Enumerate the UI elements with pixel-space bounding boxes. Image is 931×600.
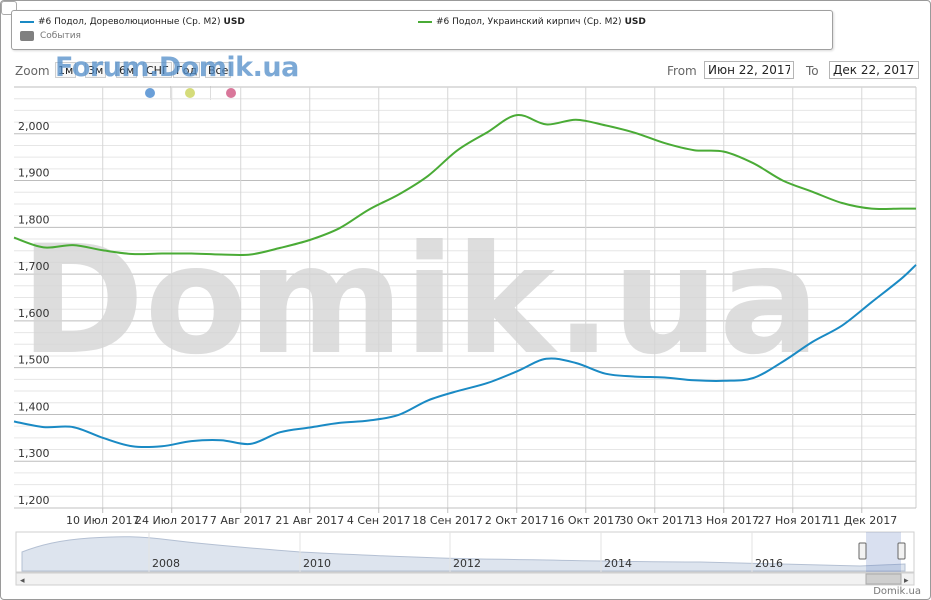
forum-watermark: Forum.Domik.ua — [55, 52, 299, 83]
scrollbar-track[interactable] — [15, 572, 915, 586]
navigator-year-label: 2008 — [152, 557, 180, 570]
y-tick-label: 1,700 — [18, 260, 50, 273]
navigator-selection[interactable] — [866, 532, 901, 572]
chart-legend: #6 Подол, Дореволюционные (Ср. M2) USD #… — [11, 10, 833, 50]
y-tick-label: 1,500 — [18, 354, 50, 367]
legend-item-series1[interactable]: #6 Подол, Дореволюционные (Ср. M2) USD — [20, 17, 245, 27]
zoom-all-button[interactable]: Все — [205, 62, 232, 78]
x-tick-label: 13 Ноя 2017 — [688, 514, 759, 527]
zoom-1m-button[interactable]: 1м — [55, 62, 77, 78]
blue-flag-icon[interactable] — [145, 88, 155, 98]
x-tick-label: 11 Дек 2017 — [826, 514, 897, 527]
legend-series1-label: #6 Подол, Дореволюционные (Ср. M2) — [38, 17, 221, 27]
x-tick-label: 21 Авг 2017 — [275, 514, 344, 527]
zoom-3m-button[interactable]: 3м — [85, 62, 107, 78]
separator — [210, 86, 211, 100]
legend-line-icon — [418, 21, 432, 23]
pink-flag-icon[interactable] — [226, 88, 236, 98]
navigator-year-label: 2016 — [755, 557, 783, 570]
y-tick-label: 1,300 — [18, 447, 50, 460]
x-tick-label: 2 Окт 2017 — [485, 514, 549, 527]
domik-watermark: Domik.ua — [20, 214, 820, 388]
navigator-right-handle[interactable] — [897, 542, 906, 560]
x-tick-label: 30 Окт 2017 — [619, 514, 690, 527]
zoom-6m-button[interactable]: 6м — [116, 62, 138, 78]
legend-series1-unit: USD — [223, 17, 245, 27]
navigator-year-label: 2014 — [604, 557, 632, 570]
y-tick-label: 2,000 — [18, 120, 50, 133]
scroll-right-icon[interactable]: ▸ — [904, 576, 909, 586]
navigator[interactable]: 2008 2010 2012 2014 2016 ◂ ▸ — [15, 531, 915, 586]
zoom-label: Zoom — [15, 64, 50, 78]
x-tick-label: 24 Июл 2017 — [135, 514, 209, 527]
y-tick-label: 1,600 — [18, 307, 50, 320]
navigator-area — [21, 536, 906, 572]
to-label: To — [806, 64, 819, 78]
x-tick-label: 18 Сен 2017 — [412, 514, 483, 527]
to-date-input[interactable] — [829, 61, 919, 79]
legend-series2-label: #6 Подол, Украинский кирпич (Ср. M2) — [436, 17, 622, 27]
zoom-ytd-button[interactable]: СНГ — [143, 62, 172, 78]
legend-item-events[interactable]: События — [20, 31, 81, 41]
navigator-year-label: 2012 — [453, 557, 481, 570]
from-label: From — [667, 64, 697, 78]
yellow-flag-icon[interactable] — [185, 88, 195, 98]
scroll-left-icon[interactable]: ◂ — [20, 576, 25, 586]
y-tick-label: 1,800 — [18, 213, 50, 226]
y-tick-label: 1,900 — [18, 167, 50, 180]
y-tick-label: 1,400 — [18, 400, 50, 413]
x-tick-label: 7 Авг 2017 — [210, 514, 272, 527]
x-tick-label: 10 Июл 2017 — [66, 514, 140, 527]
series-line-2[interactable] — [13, 114, 916, 257]
navigator-year-label: 2010 — [303, 557, 331, 570]
x-tick-label: 27 Ноя 2017 — [757, 514, 828, 527]
legend-line-icon — [20, 21, 34, 23]
separator — [170, 86, 171, 100]
x-tick-label: 4 Сен 2017 — [347, 514, 411, 527]
zoom-year-button[interactable]: Год — [173, 62, 201, 78]
scrollbar-thumb[interactable] — [865, 573, 902, 585]
events-box-icon — [20, 31, 34, 41]
legend-series2-unit: USD — [624, 17, 646, 27]
series-line-1[interactable] — [13, 264, 917, 449]
from-date-input[interactable] — [704, 61, 794, 79]
navigator-left-handle[interactable] — [858, 542, 867, 560]
legend-item-series2[interactable]: #6 Подол, Украинский кирпич (Ср. M2) USD — [418, 17, 646, 27]
legend-events-label: События — [40, 31, 81, 41]
y-tick-label: 1,200 — [18, 494, 50, 507]
footer-brand: Domik.ua — [873, 586, 921, 597]
x-tick-label: 16 Окт 2017 — [550, 514, 621, 527]
